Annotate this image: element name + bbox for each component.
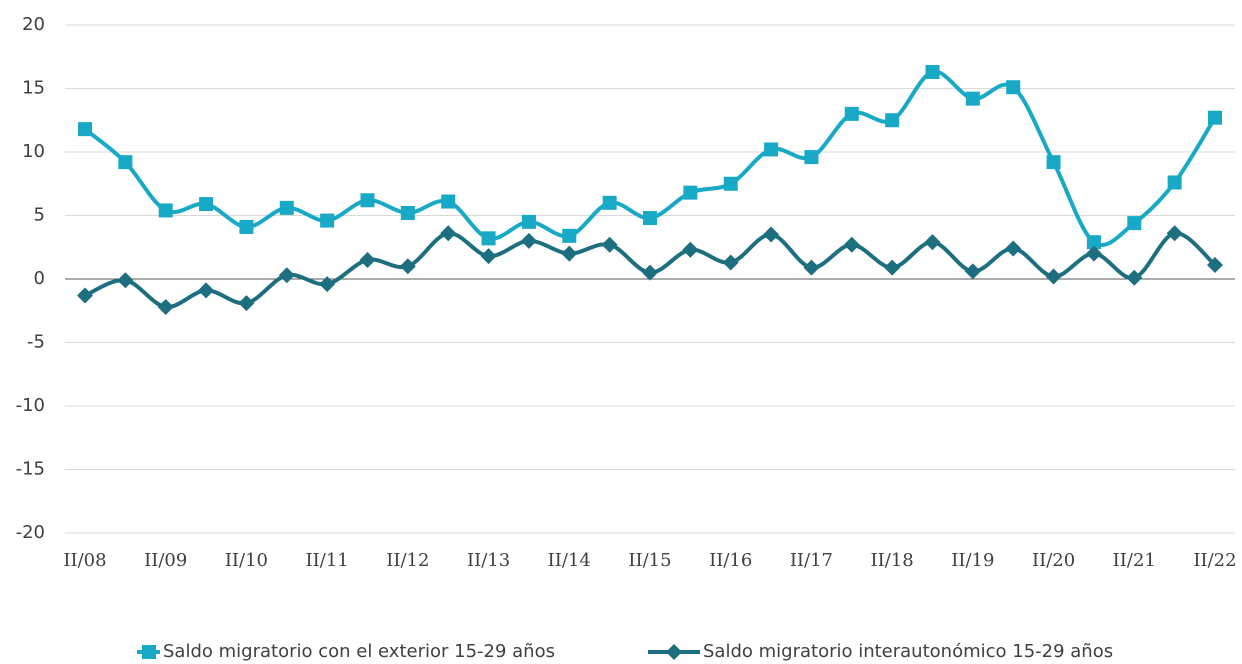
series-line [83,69,1217,247]
point-marker [844,106,859,121]
point-marker [843,236,860,253]
legend-marker [142,645,156,659]
point-marker [359,251,376,268]
point-marker [562,228,577,243]
point-marker [1006,80,1021,95]
point-marker [1127,216,1142,231]
point-marker [158,203,173,218]
point-marker [520,232,537,249]
point-marker [764,142,779,157]
point-marker [683,185,698,200]
point-marker [601,236,618,253]
point-marker [320,213,335,228]
point-marker [925,64,940,79]
y-tick-label: 0 [34,268,45,289]
point-marker [1085,245,1102,262]
point-marker [441,194,456,209]
point-marker [239,219,254,234]
x-tick-label: II/10 [225,550,268,571]
x-tick-label: II/12 [386,550,429,571]
point-marker [722,254,739,271]
point-marker [319,276,336,293]
legend-label: Saldo migratorio con el exterior 15-29 a… [163,641,555,662]
point-marker [964,263,981,280]
point-marker [723,176,738,191]
point-marker [77,287,93,304]
x-tick-label: II/16 [709,550,752,571]
x-tick-label: II/18 [871,550,914,571]
x-tick-label: II/11 [306,550,349,571]
point-marker [682,241,699,258]
point-marker [481,231,496,246]
legend-label: Saldo migratorio interautonómico 15-29 a… [703,641,1113,662]
point-marker [1166,225,1183,242]
point-marker [157,298,174,315]
point-marker [561,245,578,262]
point-marker [1208,110,1222,125]
point-marker [803,259,820,276]
point-marker [238,295,255,312]
point-marker [278,267,295,284]
point-marker [804,150,819,165]
point-marker [440,225,457,242]
point-marker [885,113,900,128]
y-tick-label: -10 [16,395,45,416]
point-marker [199,197,214,212]
y-tick-label: -5 [27,332,45,353]
x-tick-label: II/17 [790,550,833,571]
x-tick-label: II/19 [951,550,994,571]
x-tick-label: II/15 [628,550,671,571]
legend-marker [666,644,682,660]
point-marker [965,91,980,106]
point-marker [279,200,294,215]
point-marker [400,205,415,220]
point-marker [1005,240,1022,257]
x-tick-label: II/21 [1113,550,1156,571]
x-tick-label: II/22 [1193,550,1236,571]
point-marker [884,259,901,276]
x-tick-label: II/13 [467,550,510,571]
point-marker [78,122,92,137]
point-marker [360,193,375,208]
point-marker [1046,155,1061,170]
point-marker [118,155,133,170]
y-tick-label: -15 [16,459,45,480]
point-marker [642,264,658,281]
y-tick-label: 5 [34,205,45,226]
point-marker [643,211,657,226]
point-marker [521,214,536,229]
point-marker [1207,257,1223,274]
y-tick-label: 15 [22,78,45,99]
point-marker [480,248,497,265]
point-marker [1086,235,1101,250]
y-tick-label: -20 [16,522,45,543]
x-tick-label: II/14 [548,550,591,571]
x-tick-label: II/09 [144,550,187,571]
x-tick-label: II/08 [63,550,106,571]
point-marker [399,258,416,275]
point-marker [602,195,617,210]
point-marker [1126,269,1143,286]
point-marker [117,272,134,289]
point-marker [198,282,215,299]
point-marker [1045,268,1062,285]
y-tick-label: 10 [22,141,45,162]
x-tick-label: II/20 [1032,550,1075,571]
point-marker [1167,175,1182,190]
y-tick-label: 20 [22,14,45,35]
point-marker [763,226,780,243]
point-marker [924,234,941,251]
